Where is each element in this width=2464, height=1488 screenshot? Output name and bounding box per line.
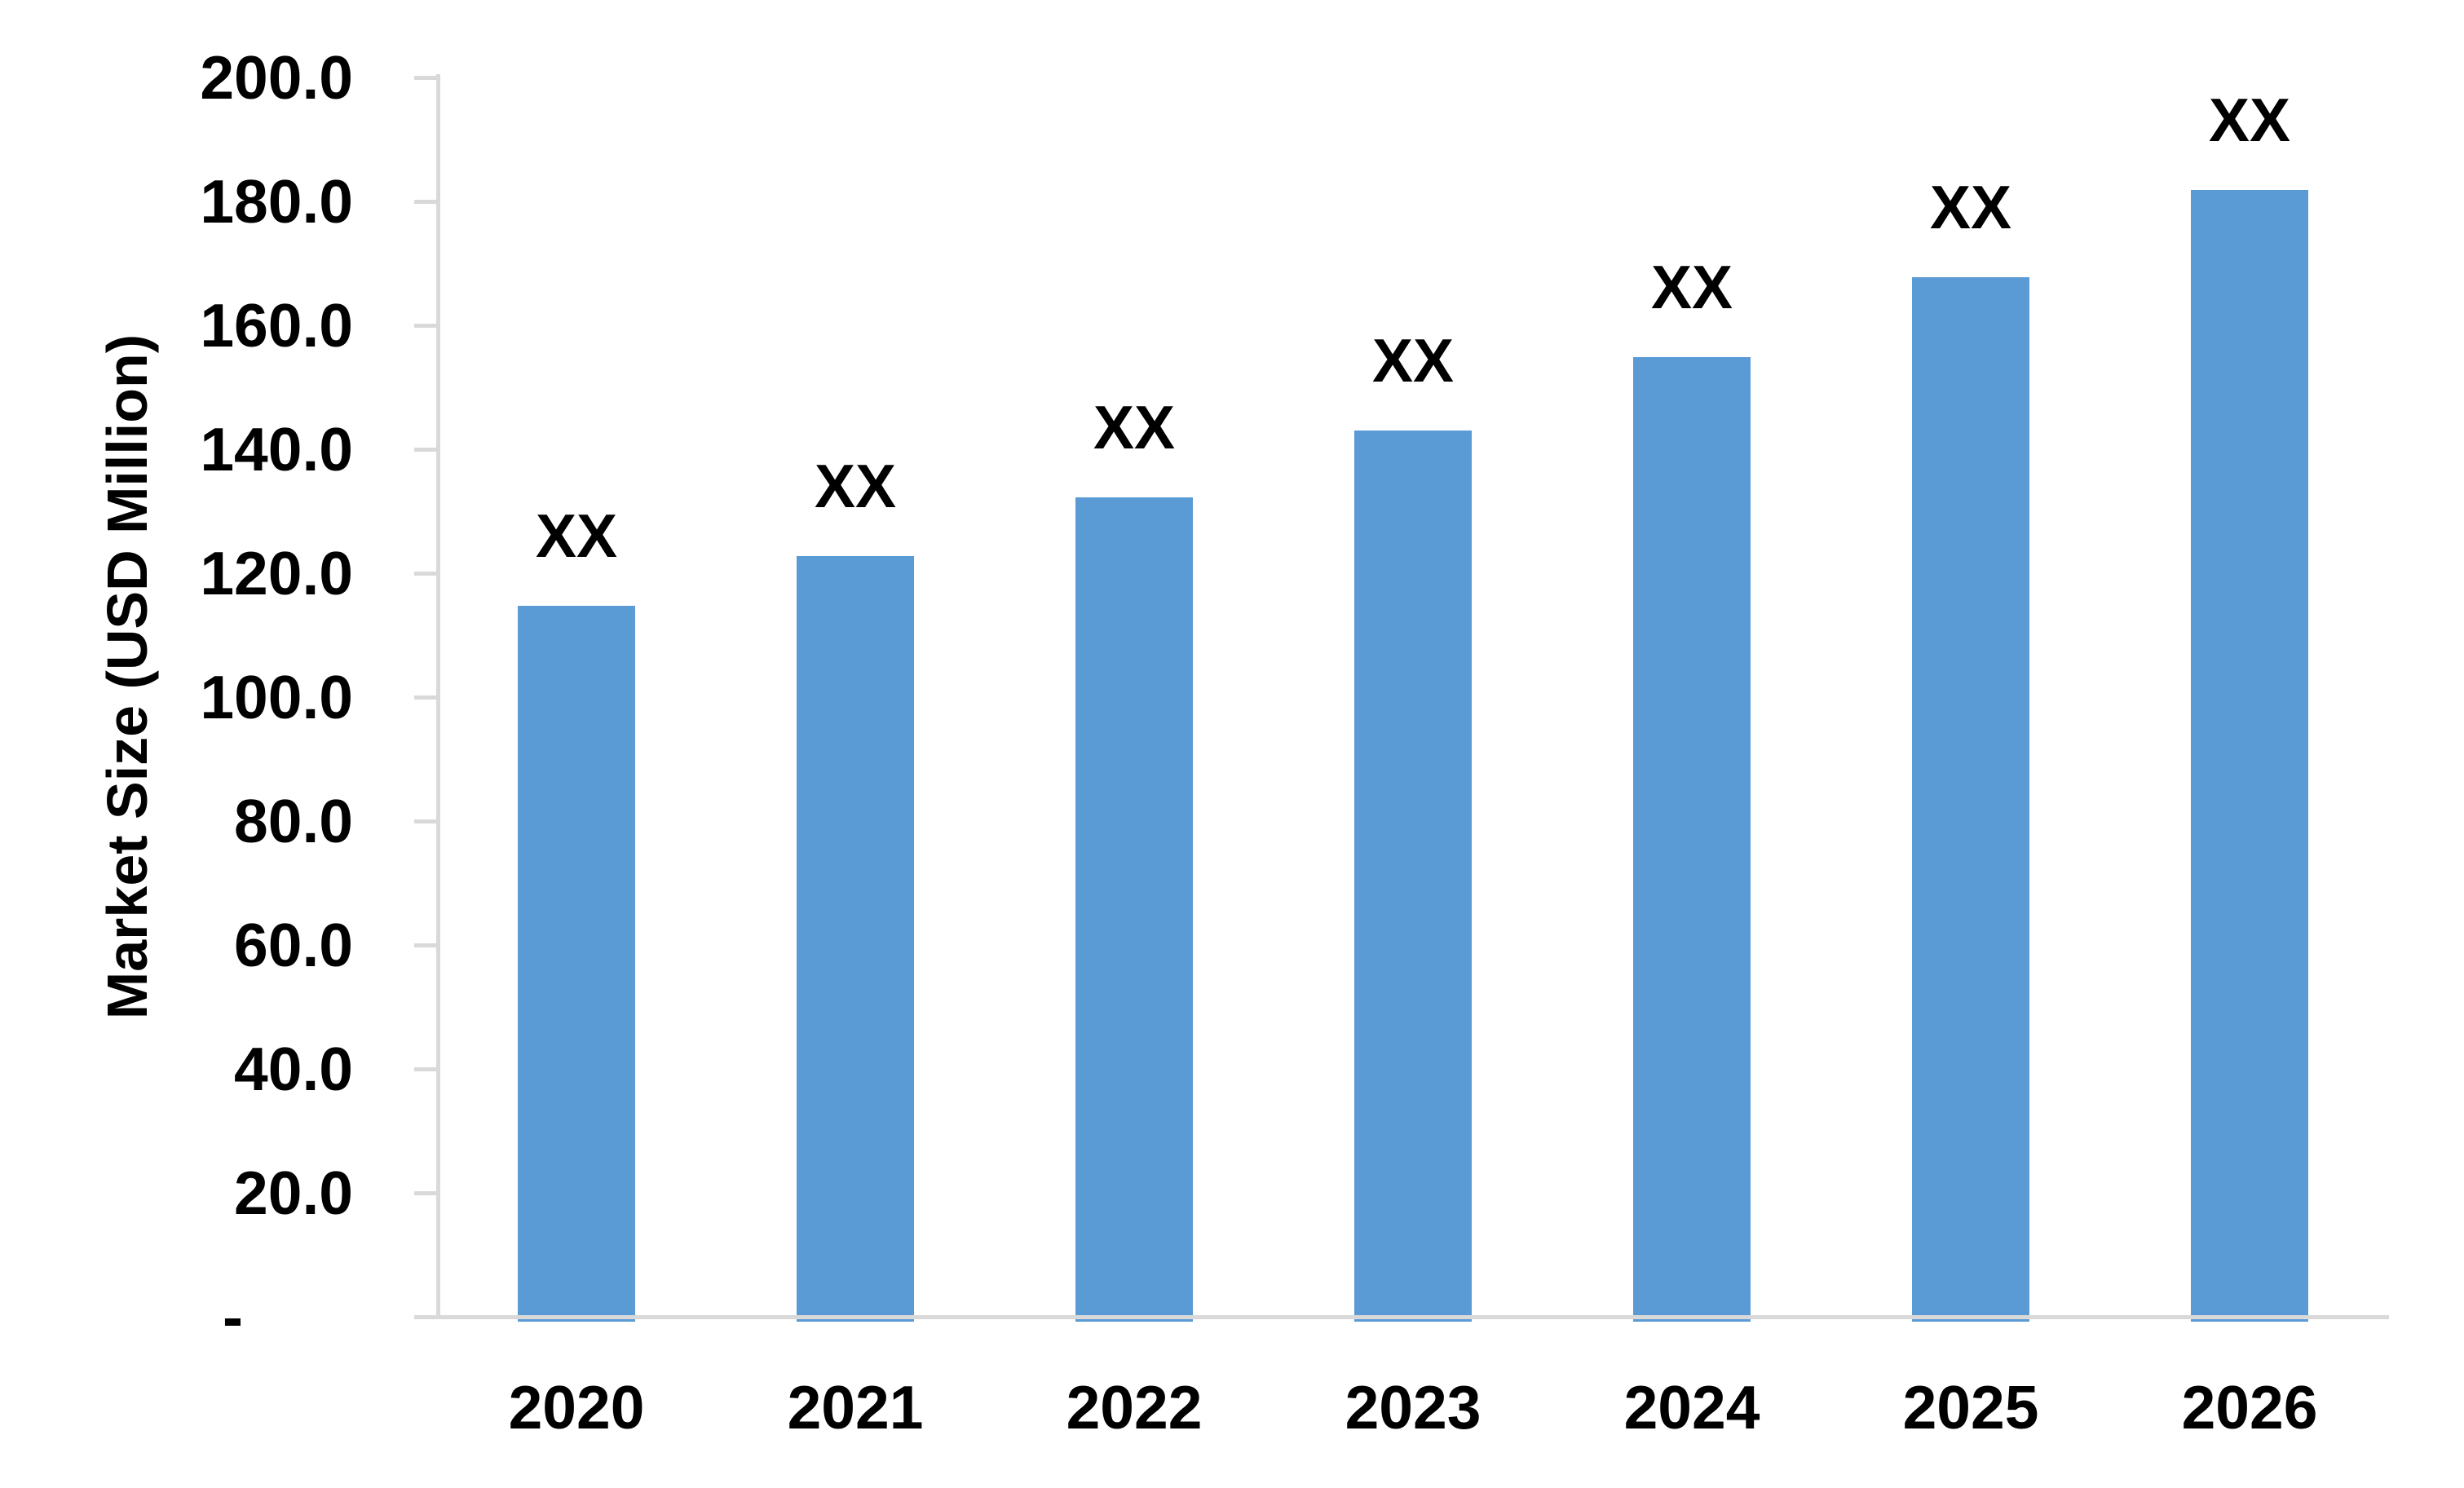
y-tick-label-100: 100.0 — [200, 663, 353, 731]
y-tick-label-60: 60.0 — [234, 911, 353, 979]
y-tick-mark-200 — [414, 76, 436, 80]
bar-value-label-2025: XX — [1929, 172, 2012, 241]
y-tick-mark-80 — [414, 819, 436, 823]
y-tick-label-160: 160.0 — [200, 291, 353, 360]
bar-2024 — [1633, 356, 1751, 1322]
x-tick-label-2023: 2023 — [1345, 1373, 1481, 1442]
y-tick-label-180: 180.0 — [200, 167, 353, 236]
y-tick-mark-20 — [414, 1191, 436, 1195]
bar-2022 — [1075, 497, 1193, 1322]
y-tick-mark-100 — [414, 695, 436, 700]
bar-2020 — [518, 606, 635, 1322]
y-tick-mark-160 — [414, 324, 436, 328]
y-tick-mark-120 — [414, 572, 436, 576]
y-tick-label-40: 40.0 — [234, 1035, 353, 1103]
y-tick-mark-40 — [414, 1067, 436, 1071]
x-tick-label-2025: 2025 — [1902, 1373, 2039, 1442]
bar-2023 — [1354, 431, 1472, 1322]
y-tick-label-20: 20.0 — [234, 1159, 353, 1227]
bar-value-label-2026: XX — [2208, 86, 2291, 155]
y-tick-mark-180 — [414, 200, 436, 204]
bar-value-label-2023: XX — [1371, 326, 1455, 395]
x-tick-label-2022: 2022 — [1066, 1373, 1203, 1442]
y-tick-label-0: - — [223, 1283, 243, 1351]
bar-2025 — [1912, 276, 2029, 1322]
y-tick-mark-140 — [414, 448, 436, 452]
x-axis-line — [414, 1315, 2389, 1319]
y-tick-mark-60 — [414, 943, 436, 947]
y-tick-label-140: 140.0 — [200, 415, 353, 483]
x-tick-label-2026: 2026 — [2181, 1373, 2318, 1442]
y-tick-label-120: 120.0 — [200, 539, 353, 607]
bar-value-label-2020: XX — [535, 501, 618, 571]
x-tick-label-2024: 2024 — [1623, 1373, 1760, 1442]
y-axis-line — [436, 74, 440, 1319]
y-tick-label-80: 80.0 — [234, 787, 353, 855]
bar-value-label-2021: XX — [814, 451, 897, 520]
bar-2021 — [797, 555, 914, 1322]
y-tick-label-200: 200.0 — [200, 43, 353, 112]
bar-value-label-2024: XX — [1650, 252, 1733, 321]
bar-value-label-2022: XX — [1093, 392, 1176, 461]
bar-2026 — [2191, 190, 2308, 1322]
x-tick-label-2020: 2020 — [508, 1373, 645, 1442]
x-tick-label-2021: 2021 — [787, 1373, 924, 1442]
